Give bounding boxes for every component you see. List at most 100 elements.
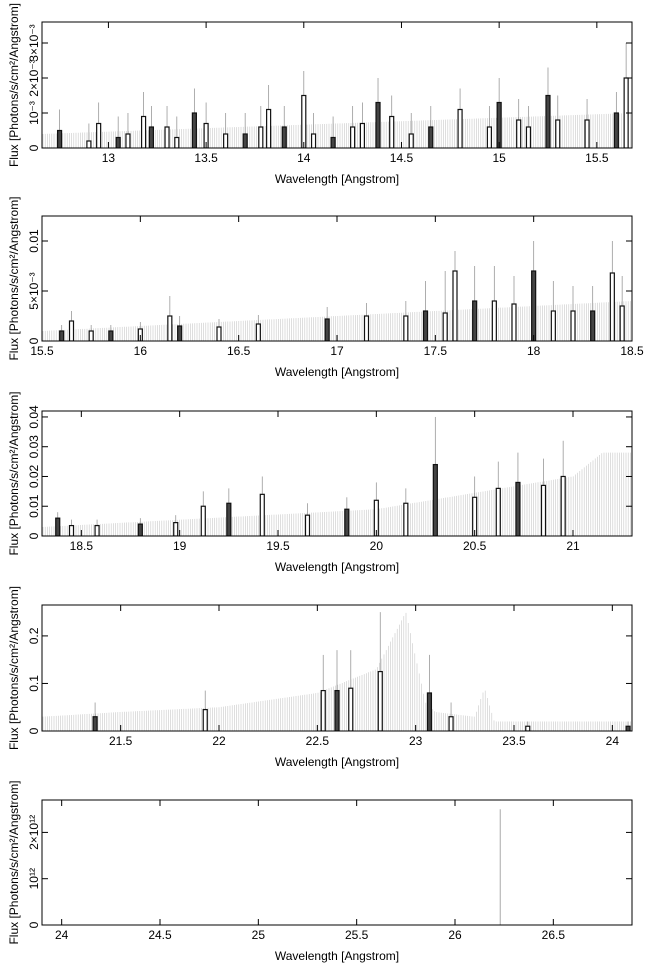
data-bar: [408, 133, 414, 148]
data-bar: [96, 122, 102, 148]
data-bar: [259, 493, 265, 536]
y-axis-label: Flux [Photons/s/cm²/Angstrom]: [7, 196, 21, 360]
data-bar: [258, 126, 264, 148]
y-tick-label: 5×10⁻³: [27, 272, 41, 309]
data-bar: [545, 94, 551, 148]
x-tick-label: 20.5: [463, 539, 487, 553]
plot-area: [42, 241, 631, 341]
data-bar: [200, 505, 206, 536]
x-tick-label: 21: [566, 539, 580, 553]
data-bar: [173, 522, 179, 536]
y-tick-label: 0.02: [27, 464, 41, 488]
y-axis-label: Flux [Photons/s/cm²/Angstrom]: [7, 3, 21, 167]
data-bar: [301, 94, 307, 148]
y-tick-label: 10⁻³: [27, 101, 41, 125]
data-bar: [348, 687, 354, 731]
data-bar: [516, 119, 522, 148]
plot-frame: [41, 604, 633, 732]
plot-area: [42, 416, 631, 536]
x-axis-label: Wavelength [Angstrom]: [275, 755, 399, 769]
data-bar: [216, 326, 222, 341]
data-bar: [68, 524, 75, 536]
data-bar: [177, 325, 183, 341]
x-tick-label: 25: [252, 928, 266, 942]
data-bar: [448, 716, 454, 731]
data-bar: [495, 487, 501, 536]
panel-2: 15.5 16 16.5 17 17.5 18 18.5 0 5×10⁻³ 0.01 Wavelen…: [7, 196, 644, 379]
data-bar: [59, 330, 65, 341]
panel-3: 18.5 19 19.5 20 20.5 21 0 0.01 0.02 0.03 0.04 Wavel…: [7, 391, 633, 574]
y-axis-label: Flux [Photons/s/cm²/Angstrom]: [7, 391, 21, 555]
data-bar: [619, 305, 625, 341]
plot-frame: [41, 215, 633, 342]
x-tick-label: 20: [370, 539, 384, 553]
x-axis-label: Wavelength [Angstrom]: [275, 949, 399, 963]
data-bar: [496, 101, 502, 148]
y-tick-label: 0: [27, 532, 41, 539]
data-bar: [389, 115, 395, 148]
data-bar: [88, 330, 94, 341]
data-bar: [191, 112, 197, 148]
x-tick-label: 21.5: [109, 734, 133, 748]
data-bar: [540, 484, 547, 536]
data-bar: [242, 133, 248, 148]
x-tick-label: 18.5: [620, 344, 644, 358]
data-bar: [86, 140, 92, 148]
data-bar: [115, 136, 121, 148]
data-bar: [174, 136, 180, 148]
data-bar: [491, 300, 497, 341]
x-tick-label: 13: [102, 151, 116, 165]
plot-frame: [41, 21, 633, 149]
y-tick-label: 0.03: [27, 435, 41, 459]
data-bar: [426, 692, 433, 731]
plot-area: [42, 612, 631, 731]
x-axis-label: Wavelength [Angstrom]: [275, 560, 399, 574]
x-tick-label: 16.5: [227, 344, 251, 358]
y-tick-label: 0.1: [27, 675, 41, 692]
y-tick-label: 2×10¹²: [27, 815, 41, 850]
data-bar: [428, 126, 434, 148]
y-tick-label: 0.2: [27, 627, 41, 644]
data-bar: [56, 129, 63, 148]
x-tick-label: 15: [492, 151, 506, 165]
y-tick-label: 0.01: [27, 229, 41, 253]
data-bar: [531, 270, 537, 341]
data-bar: [609, 272, 615, 341]
data-bar: [403, 502, 409, 536]
x-tick-label: 19: [173, 539, 187, 553]
data-bar: [125, 133, 131, 148]
data-bar: [108, 330, 114, 341]
data-bar: [359, 122, 365, 148]
panel-1: 13 13.5 14 14.5 15 15.5 0 10⁻³ 2×10⁻³3×10⁻³ Wavel…: [7, 3, 633, 186]
x-tick-label: 17.5: [424, 344, 448, 358]
data-bar: [457, 108, 463, 148]
data-bar: [377, 670, 383, 731]
x-tick-label: 26: [448, 928, 462, 942]
data-bar: [422, 310, 429, 341]
panel-5: 24 24.5 25 25.5 26 26.5 0 10¹² 2×10¹² Wavelength …: [7, 780, 633, 963]
x-tick-label: 23: [409, 734, 423, 748]
y-tick-label: 0: [27, 727, 41, 734]
data-bar: [304, 514, 311, 536]
data-bar: [363, 315, 370, 341]
data-bar: [226, 502, 232, 536]
x-tick-label: 22: [212, 734, 226, 748]
data-bar: [613, 112, 619, 148]
data-bar: [202, 709, 208, 731]
data-bar: [223, 133, 229, 148]
plot-frame: [41, 799, 633, 926]
x-tick-label: 17: [330, 344, 344, 358]
data-bar: [442, 312, 448, 341]
x-tick-label: 24: [55, 928, 69, 942]
x-axis-label: Wavelength [Angstrom]: [275, 365, 399, 379]
y-tick-label: 0: [27, 337, 41, 344]
data-bar: [560, 475, 566, 536]
x-tick-label: 24: [606, 734, 620, 748]
x-tick-label: 23.5: [502, 734, 526, 748]
y-tick-label: 3×10⁻³: [27, 24, 41, 61]
data-bar: [570, 310, 576, 341]
data-bar: [555, 119, 561, 148]
data-bar: [330, 136, 336, 148]
data-bar: [334, 689, 340, 731]
